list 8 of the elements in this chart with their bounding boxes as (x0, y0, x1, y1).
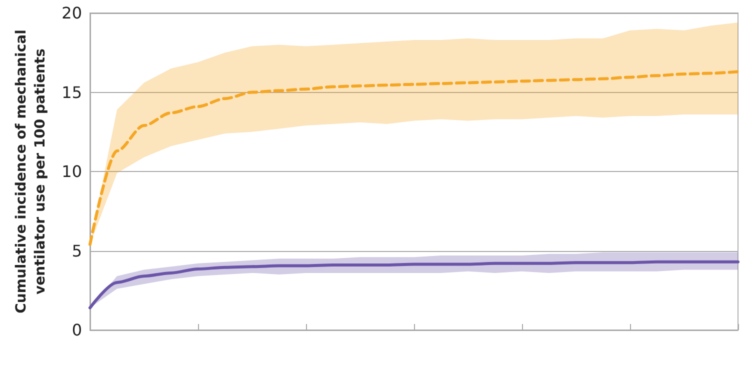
line-series (88, 260, 740, 310)
line-series (88, 70, 740, 246)
y-tick-label: 5 (72, 241, 82, 260)
y-tick-label: 20 (62, 4, 82, 22)
y-tick-label: 0 (72, 320, 82, 340)
y-tick-label: 15 (62, 82, 82, 102)
y-axis-title: Cumulative incidence of mechanical ventilator use per 100 patients (14, 30, 48, 314)
y-tick-label: 10 (62, 162, 82, 181)
